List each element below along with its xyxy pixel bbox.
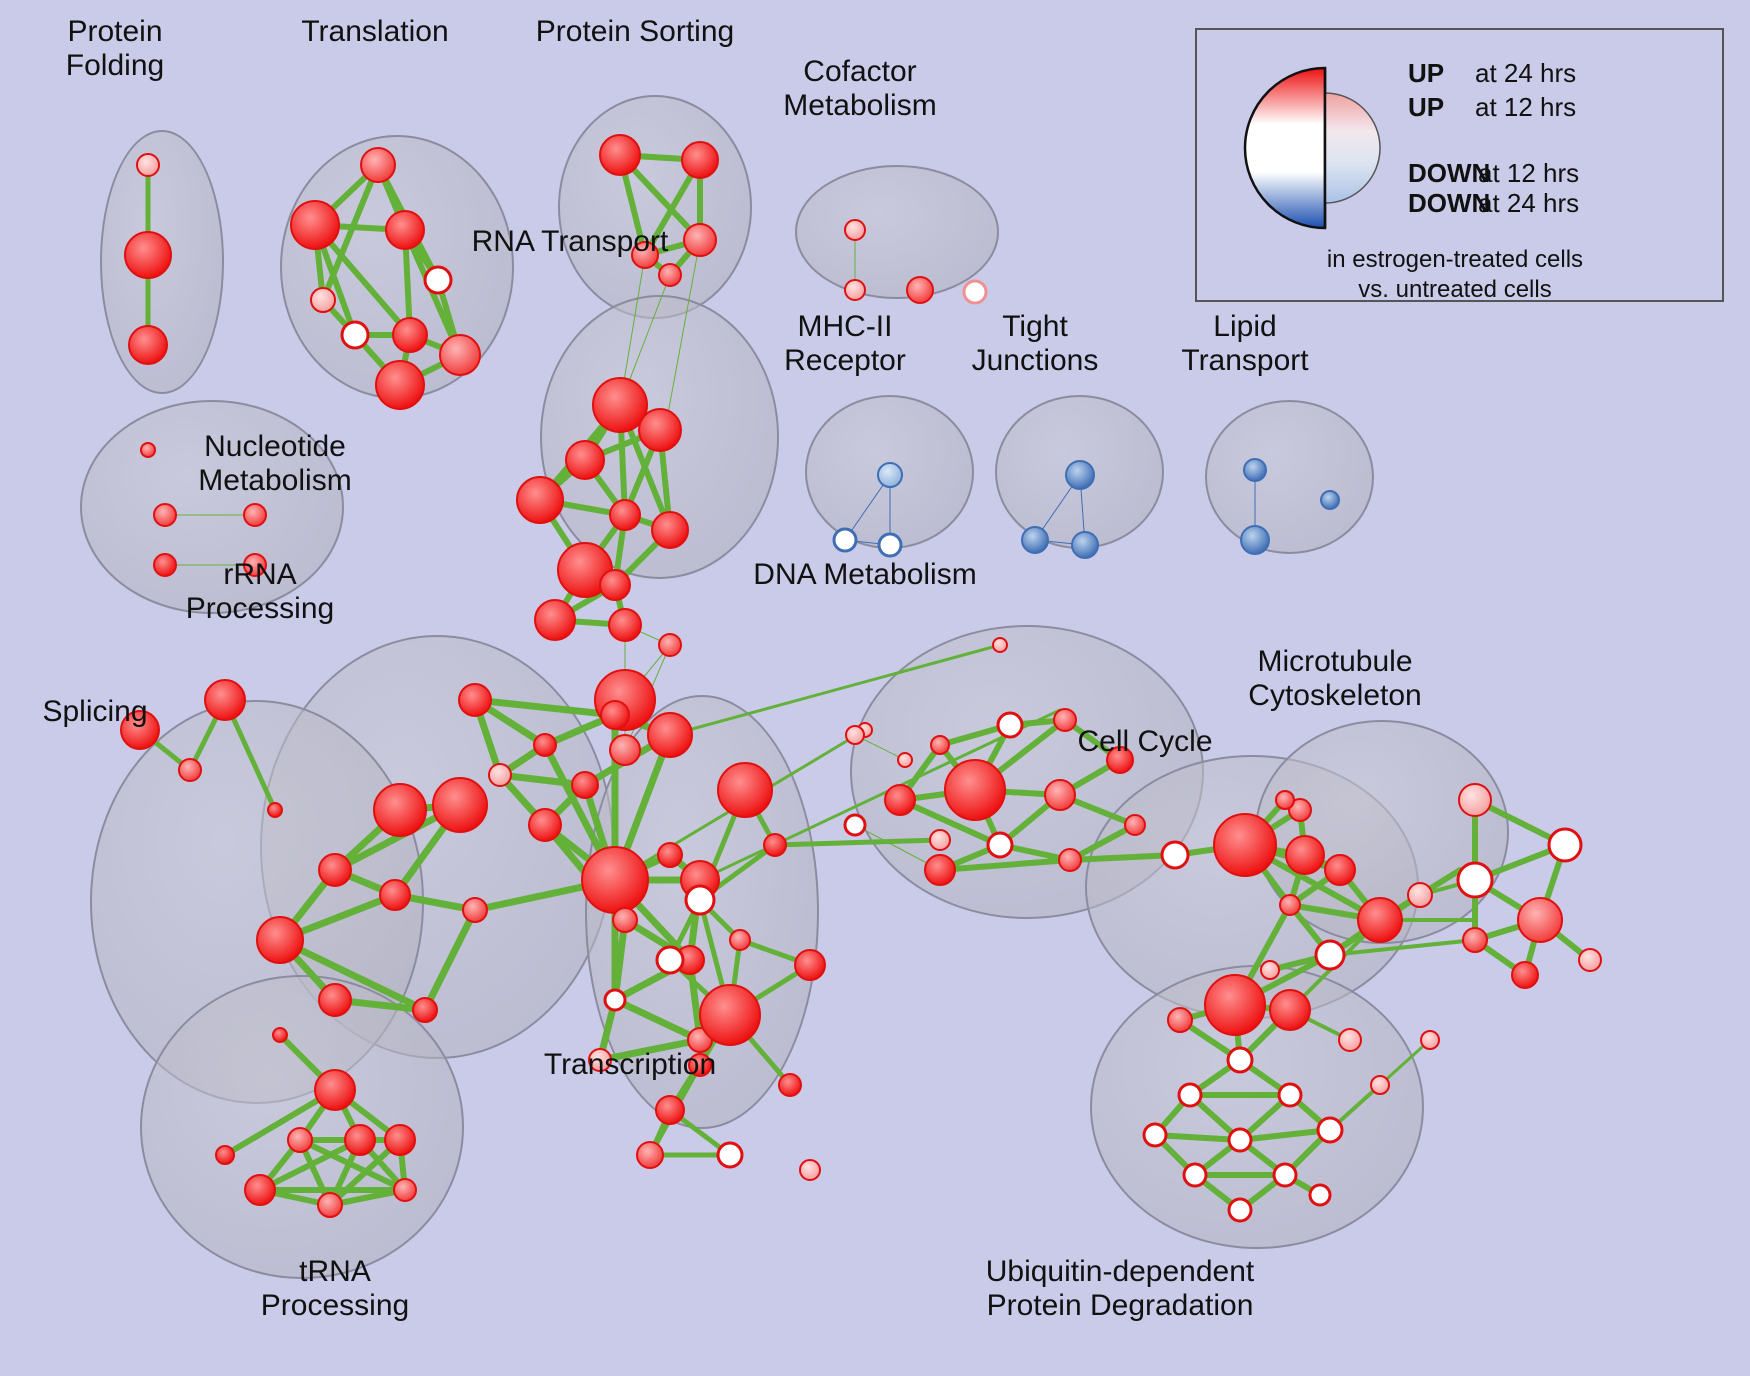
legend-row-down24-time: at 24 hrs bbox=[1478, 188, 1579, 219]
legend-row-up12: UP bbox=[1408, 92, 1444, 123]
legend-caption: in estrogen-treated cells vs. untreated c… bbox=[1205, 245, 1705, 305]
legend-row-down12-time: at 12 hrs bbox=[1478, 158, 1579, 189]
enrichment-map-canvas: Protein Folding Translation Protein Sorti… bbox=[0, 0, 1750, 1376]
legend-row-up24: UP bbox=[1408, 58, 1444, 89]
legend-row-up24-time: at 24 hrs bbox=[1475, 58, 1576, 89]
legend-row-up12-time: at 12 hrs bbox=[1475, 92, 1576, 123]
